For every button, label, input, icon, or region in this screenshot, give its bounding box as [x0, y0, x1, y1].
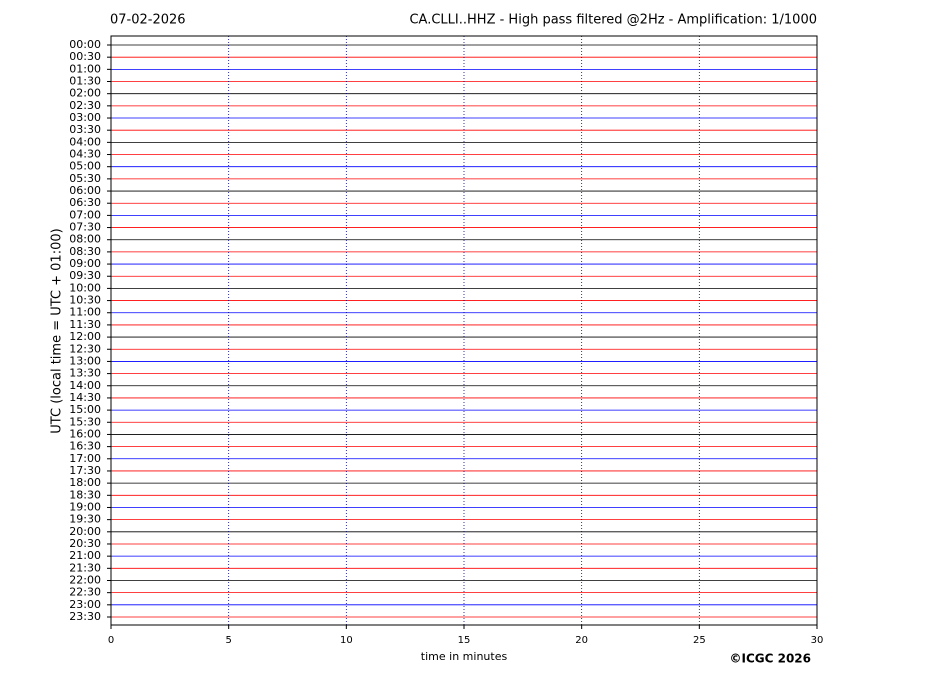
y-tick-label: 02:30: [69, 99, 101, 112]
y-tick-label: 03:00: [69, 111, 101, 124]
y-tick-label: 04:00: [69, 135, 101, 148]
y-tick-label: 15:00: [69, 403, 101, 416]
x-tick-label: 10: [340, 635, 353, 646]
y-tick-label: 05:30: [69, 172, 101, 185]
y-tick-label: 00:30: [69, 50, 101, 63]
y-tick-label: 00:00: [69, 38, 101, 51]
y-tick-label: 16:30: [69, 440, 101, 453]
y-tick-label: 07:00: [69, 208, 101, 221]
x-axis-label: time in minutes: [421, 650, 508, 663]
y-tick-label: 18:00: [69, 476, 101, 489]
y-tick-label: 16:00: [69, 427, 101, 440]
y-tick-label: 11:00: [69, 306, 101, 319]
credit: ©ICGC 2026: [729, 652, 811, 666]
y-tick-label: 01:30: [69, 75, 101, 88]
y-tick-label: 04:30: [69, 148, 101, 161]
date-label: 07-02-2026: [110, 13, 186, 28]
y-tick-label: 19:00: [69, 500, 101, 513]
y-tick-label: 18:30: [69, 488, 101, 501]
y-tick-label: 08:00: [69, 233, 101, 246]
y-tick-label: 06:30: [69, 196, 101, 209]
y-tick-label: 14:00: [69, 379, 101, 392]
x-tick-label: 15: [458, 635, 471, 646]
y-tick-label: 06:00: [69, 184, 101, 197]
y-tick-label: 14:30: [69, 391, 101, 404]
chart-title: CA.CLLI..HHZ - High pass filtered @2Hz -…: [409, 13, 817, 28]
y-tick-label: 08:30: [69, 245, 101, 258]
y-axis-label: UTC (local time = UTC + 01:00): [50, 228, 65, 433]
y-tick-label: 10:00: [69, 281, 101, 294]
y-tick-label: 11:30: [69, 318, 101, 331]
x-tick-label: 5: [225, 635, 231, 646]
y-tick-label: 02:00: [69, 87, 101, 100]
y-tick-label: 03:30: [69, 123, 101, 136]
y-tick-label: 12:30: [69, 342, 101, 355]
x-tick-label: 20: [575, 635, 588, 646]
y-tick-label: 09:30: [69, 269, 101, 282]
y-tick-label: 10:30: [69, 294, 101, 307]
y-tick-label: 15:30: [69, 415, 101, 428]
y-tick-label: 13:30: [69, 367, 101, 380]
y-tick-label: 20:30: [69, 537, 101, 550]
y-tick-label: 21:00: [69, 549, 101, 562]
y-tick-label: 17:30: [69, 464, 101, 477]
y-tick-label: 01:00: [69, 62, 101, 75]
plot-frame: [110, 35, 818, 626]
x-tick-label: 30: [811, 635, 824, 646]
y-tick-label: 22:30: [69, 586, 101, 599]
y-tick-label: 17:00: [69, 452, 101, 465]
y-tick-label: 23:00: [69, 598, 101, 611]
y-tick-label: 23:30: [69, 610, 101, 623]
y-tick-label: 22:00: [69, 573, 101, 586]
y-tick-label: 12:00: [69, 330, 101, 343]
y-tick-label: 19:30: [69, 513, 101, 526]
y-tick-label: 20:00: [69, 525, 101, 538]
y-tick-label: 13:00: [69, 354, 101, 367]
x-tick-label: 0: [108, 635, 114, 646]
y-tick-label: 05:00: [69, 160, 101, 173]
x-tick-label: 25: [693, 635, 706, 646]
y-tick-label: 07:30: [69, 221, 101, 234]
y-tick-label: 09:00: [69, 257, 101, 270]
y-tick-label: 21:30: [69, 561, 101, 574]
